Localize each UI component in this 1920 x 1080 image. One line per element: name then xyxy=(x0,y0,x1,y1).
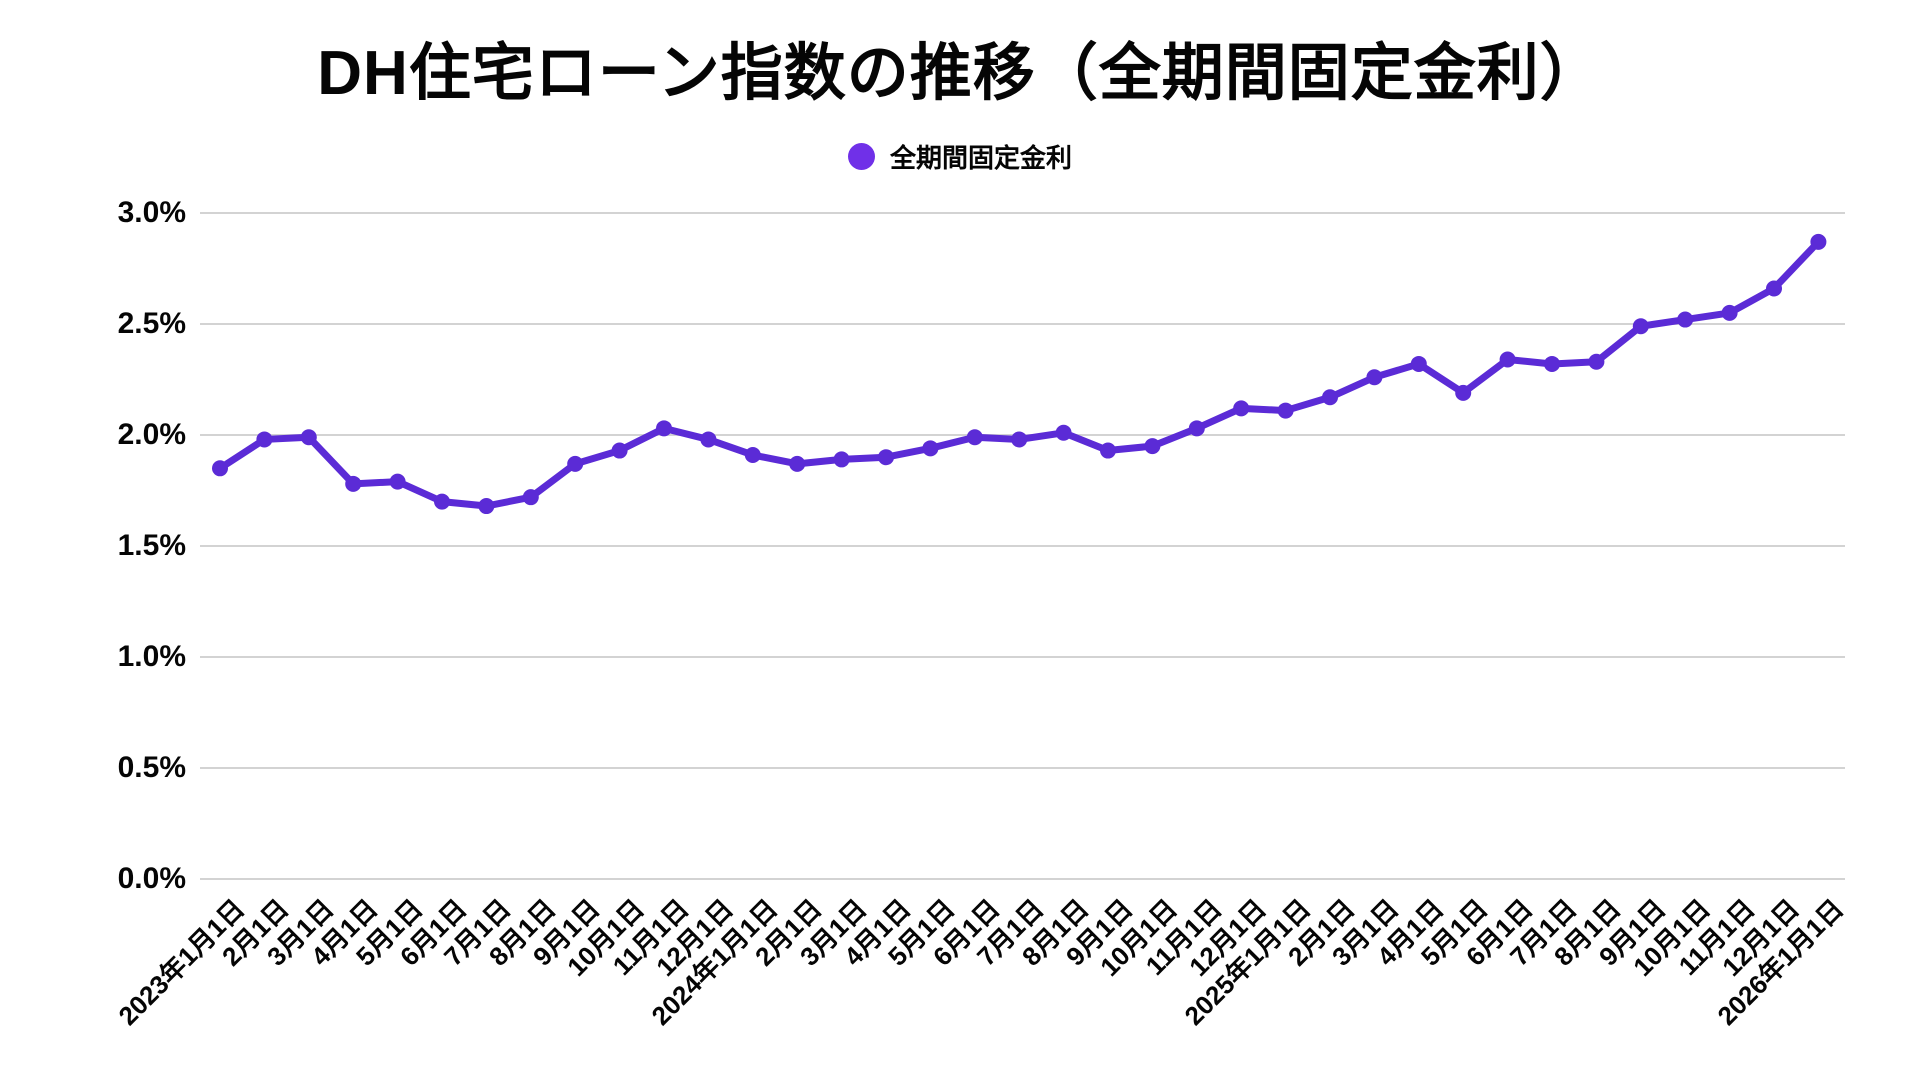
y-tick-label: 0.0% xyxy=(117,862,186,895)
y-tick-label: 2.5% xyxy=(117,307,186,340)
data-point-marker xyxy=(434,493,450,510)
data-point-marker xyxy=(1766,280,1782,297)
data-point-marker xyxy=(1366,369,1383,386)
data-point-marker xyxy=(1499,351,1516,368)
data-point-marker xyxy=(1677,311,1694,328)
legend: 全期間固定金利 xyxy=(0,138,1920,175)
data-point-marker xyxy=(833,451,850,468)
data-point-marker xyxy=(1144,438,1161,455)
data-point-marker xyxy=(567,455,584,472)
data-point-marker xyxy=(1233,400,1250,417)
data-point-marker xyxy=(1410,355,1427,372)
data-point-marker xyxy=(1544,355,1560,372)
data-point-marker xyxy=(611,442,628,459)
data-point-marker xyxy=(300,429,317,446)
data-point-marker xyxy=(922,440,939,457)
data-point-marker xyxy=(1632,318,1649,335)
chart-title: DH住宅ローン指数の推移（全期間固定金利） xyxy=(317,39,1603,108)
data-point-marker xyxy=(389,473,406,490)
y-tick-label: 0.5% xyxy=(117,751,186,784)
data-point-marker xyxy=(1277,402,1294,419)
data-point-marker xyxy=(1188,420,1205,437)
y-tick-label: 1.5% xyxy=(117,529,186,562)
series-line xyxy=(216,238,1822,510)
data-point-marker xyxy=(1455,384,1472,401)
data-point-marker xyxy=(1810,233,1827,250)
data-point-marker xyxy=(478,498,495,515)
data-point-marker xyxy=(1055,424,1072,441)
data-point-marker xyxy=(878,449,894,466)
y-tick-label: 1.0% xyxy=(117,640,186,673)
data-point-marker xyxy=(1721,304,1738,321)
data-point-marker xyxy=(1322,389,1338,406)
y-tick-label: 2.0% xyxy=(117,418,186,451)
data-point-marker xyxy=(700,431,717,448)
data-point-marker xyxy=(1011,431,1028,448)
data-point-marker xyxy=(256,431,273,448)
data-point-marker xyxy=(522,489,539,506)
data-point-marker xyxy=(212,460,228,477)
y-tick-label: 3.0% xyxy=(117,196,186,229)
data-point-marker xyxy=(1100,442,1116,459)
data-point-marker xyxy=(345,475,362,492)
legend-marker-icon xyxy=(847,143,875,170)
legend-label: 全期間固定金利 xyxy=(889,143,1072,173)
data-point-marker xyxy=(744,446,761,463)
data-point-marker xyxy=(789,455,806,472)
data-point-marker xyxy=(966,429,983,446)
data-point-marker xyxy=(656,420,672,437)
data-point-marker xyxy=(1588,353,1605,370)
